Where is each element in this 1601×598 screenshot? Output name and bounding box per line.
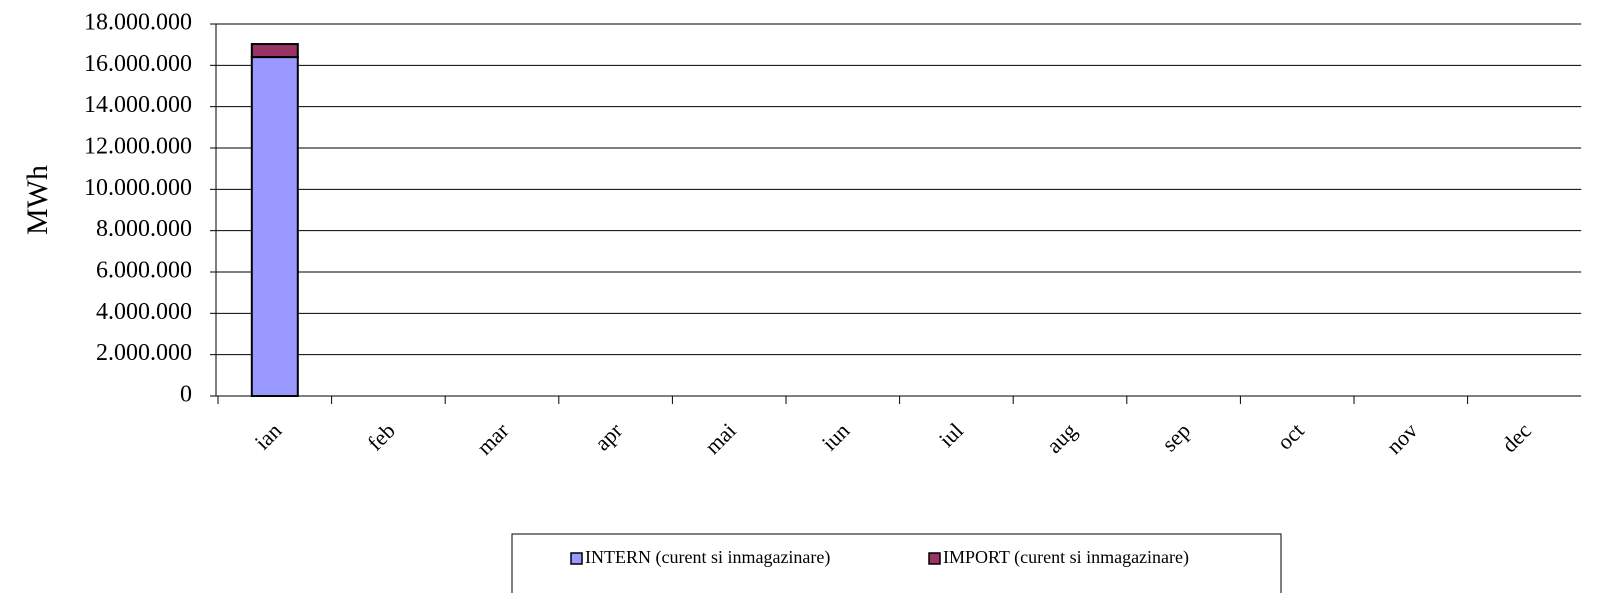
y-tick-label: 0 xyxy=(180,382,192,408)
y-tick-label: 12.000.000 xyxy=(84,134,192,160)
y-tick-label: 18.000.000 xyxy=(84,10,192,36)
x-tick-label: dec xyxy=(1497,418,1536,457)
y-tick-label: 2.000.000 xyxy=(96,340,192,366)
y-axis-label: MWh xyxy=(21,165,54,235)
x-tick-label: aug xyxy=(1041,418,1081,458)
legend-label: INTERN (curent si inmagazinare) xyxy=(585,547,830,568)
y-tick-label: 10.000.000 xyxy=(84,175,192,201)
legend-label: IMPORT (curent si inmagazinare) xyxy=(943,547,1189,568)
legend-swatch xyxy=(570,552,583,565)
y-tick-label: 4.000.000 xyxy=(96,299,192,325)
x-tick-label: sep xyxy=(1157,418,1195,456)
y-tick-label: 8.000.000 xyxy=(96,216,192,242)
legend-swatch xyxy=(928,552,941,565)
x-tick-label: feb xyxy=(362,418,400,456)
y-tick-label: 14.000.000 xyxy=(84,92,192,118)
bar-segment xyxy=(250,43,299,59)
legend-box xyxy=(511,533,1282,595)
bar-segment xyxy=(250,56,299,397)
y-tick-label: 16.000.000 xyxy=(84,51,192,77)
x-tick-label: mar xyxy=(472,417,514,459)
x-tick-label: nov xyxy=(1381,418,1422,459)
x-tick-label: iul xyxy=(934,418,968,452)
x-tick-label: apr xyxy=(590,417,628,455)
x-tick-label: ian xyxy=(250,418,287,455)
x-tick-label: mai xyxy=(700,418,741,459)
x-tick-label: iun xyxy=(817,418,855,456)
x-tick-label: oct xyxy=(1272,418,1309,455)
y-tick-label: 6.000.000 xyxy=(96,258,192,284)
